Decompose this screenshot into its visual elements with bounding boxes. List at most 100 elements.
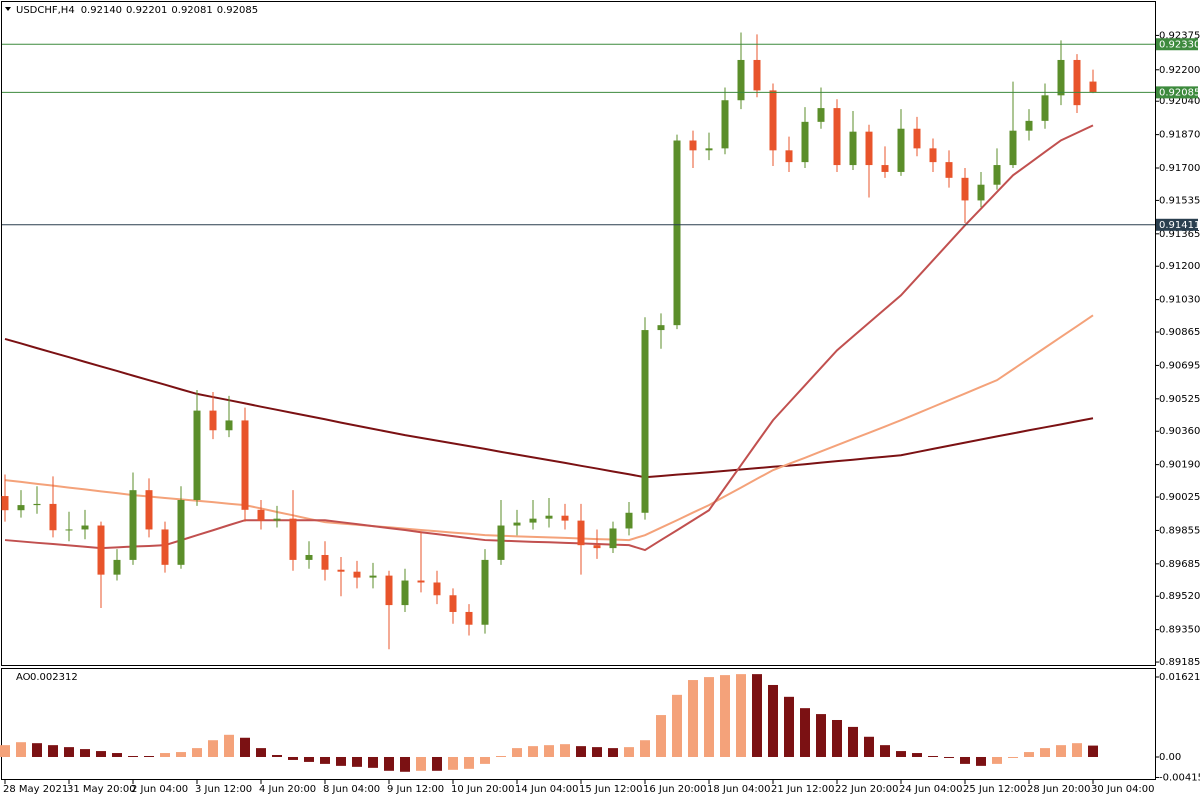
x-tick-label: 14 Jun 04:00 bbox=[515, 784, 579, 795]
ao-bar bbox=[224, 734, 234, 757]
candle-body bbox=[753, 59, 761, 91]
ao-bar bbox=[0, 745, 10, 757]
ao-bar bbox=[272, 755, 282, 757]
ao-bar bbox=[768, 684, 778, 757]
candle-body bbox=[49, 503, 57, 531]
candle-body bbox=[833, 108, 841, 166]
x-tick-label: 9 Jun 12:00 bbox=[387, 784, 444, 795]
ao-bar bbox=[880, 745, 890, 757]
candle-body bbox=[865, 131, 873, 166]
moving-average-line bbox=[4, 124, 1094, 552]
y-tick-label: 0.90360 bbox=[1159, 426, 1200, 437]
candle-body bbox=[497, 525, 505, 560]
ao-bar bbox=[112, 753, 122, 757]
moving-average-line bbox=[4, 337, 1094, 479]
y-tick-label: 0.91030 bbox=[1159, 295, 1200, 306]
candle-body bbox=[209, 410, 217, 431]
y-tick-label: 0.00 bbox=[1159, 752, 1181, 763]
candle-body bbox=[801, 121, 809, 163]
y-tick-label: 0.91365 bbox=[1159, 229, 1200, 240]
candle-body bbox=[849, 131, 857, 166]
ao-bar bbox=[688, 680, 698, 757]
ao-bar bbox=[304, 756, 314, 762]
ao-bar bbox=[944, 756, 954, 758]
ao-bar bbox=[1024, 752, 1034, 757]
y-tick-label: 0.92375 bbox=[1159, 30, 1200, 41]
ao-bar bbox=[512, 748, 522, 757]
candle-body bbox=[721, 100, 729, 149]
ao-frame bbox=[1, 668, 1156, 780]
ao-bar bbox=[1088, 745, 1098, 757]
candle-body bbox=[945, 162, 953, 178]
candle-body bbox=[993, 165, 1001, 185]
candle-body bbox=[1057, 59, 1065, 96]
ao-bar bbox=[848, 726, 858, 757]
level-label-box bbox=[1156, 86, 1198, 99]
y-tick-label: 0.89855 bbox=[1159, 525, 1200, 536]
ao-bar bbox=[256, 748, 266, 757]
ao-bar bbox=[240, 737, 250, 757]
candle-body bbox=[257, 509, 265, 521]
ao-bar bbox=[192, 748, 202, 757]
candle-body bbox=[417, 580, 425, 583]
candle-body bbox=[321, 554, 329, 570]
ao-bar bbox=[464, 756, 474, 769]
candle-body bbox=[977, 184, 985, 201]
ao-bar bbox=[368, 756, 378, 768]
ao-bar bbox=[160, 753, 170, 757]
x-tick-label: 8 Jun 04:00 bbox=[323, 784, 380, 795]
ao-bar bbox=[1072, 743, 1082, 757]
candle-body bbox=[1, 496, 9, 511]
ao-bar bbox=[176, 752, 186, 757]
x-tick-label: 22 Jun 20:00 bbox=[835, 784, 899, 795]
y-tick-label: 0.92200 bbox=[1159, 65, 1200, 76]
x-tick-label: 30 Jun 04:00 bbox=[1091, 784, 1155, 795]
ao-bar bbox=[1040, 748, 1050, 757]
level-label: 0.91411 bbox=[1159, 220, 1200, 231]
y-tick-label: 0.91870 bbox=[1159, 130, 1200, 141]
ao-bar bbox=[736, 674, 746, 757]
candle-body bbox=[641, 330, 649, 513]
x-tick-label: 31 May 20:00 bbox=[67, 784, 136, 795]
candle-body bbox=[273, 518, 281, 521]
ao-bar bbox=[208, 740, 218, 757]
ao-bar bbox=[704, 677, 714, 757]
ao-bar bbox=[896, 751, 906, 757]
candle-body bbox=[561, 515, 569, 521]
y-tick-label: 0.90695 bbox=[1159, 360, 1200, 371]
ao-bar bbox=[992, 756, 1002, 764]
ao-bar bbox=[1008, 756, 1018, 758]
ao-bar bbox=[144, 756, 154, 757]
y-tick-label: 0.89685 bbox=[1159, 559, 1200, 570]
ao-title: AO bbox=[16, 672, 31, 683]
candle-body bbox=[817, 108, 825, 122]
candle-body bbox=[769, 90, 777, 151]
level-label: 0.92330 bbox=[1159, 39, 1200, 50]
ao-bar bbox=[672, 694, 682, 757]
candle-body bbox=[353, 571, 361, 578]
candle-body bbox=[881, 165, 889, 172]
ao-bar bbox=[80, 749, 90, 757]
ohlc-label: 0.92140 bbox=[81, 5, 122, 16]
y-tick-label: 0.90190 bbox=[1159, 460, 1200, 471]
ohlc-label: 0.92081 bbox=[171, 5, 212, 16]
ao-bar bbox=[560, 744, 570, 757]
y-tick-label: 0.91200 bbox=[1159, 261, 1200, 272]
ao-bar bbox=[912, 753, 922, 757]
ao-bar bbox=[320, 756, 330, 764]
candle-body bbox=[129, 490, 137, 560]
y-tick-label: 0.89350 bbox=[1159, 625, 1200, 636]
x-tick-label: 28 Jun 20:00 bbox=[1027, 784, 1091, 795]
y-tick-label: 0.90865 bbox=[1159, 327, 1200, 338]
ao-bar bbox=[640, 740, 650, 757]
ao-bar bbox=[976, 756, 986, 766]
y-tick-label: 0.90025 bbox=[1159, 492, 1200, 503]
x-tick-label: 16 Jun 20:00 bbox=[643, 784, 707, 795]
candle-body bbox=[913, 128, 921, 149]
candle-body bbox=[1025, 120, 1033, 131]
candle-body bbox=[513, 522, 521, 526]
ao-value: 0.002312 bbox=[30, 672, 78, 683]
ao-bar bbox=[656, 715, 666, 757]
level-label-box bbox=[1156, 218, 1198, 231]
x-tick-label: 25 Jun 12:00 bbox=[963, 784, 1027, 795]
